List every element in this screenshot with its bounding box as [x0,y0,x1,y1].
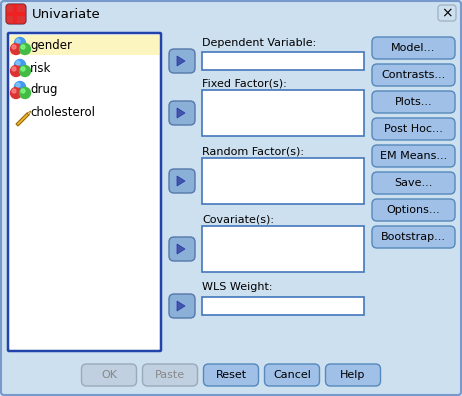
FancyBboxPatch shape [372,145,455,167]
FancyBboxPatch shape [169,294,195,318]
FancyBboxPatch shape [372,226,455,248]
Polygon shape [177,301,185,311]
Text: Options...: Options... [387,205,440,215]
Text: Paste: Paste [155,370,185,380]
Bar [10,35,159,55]
FancyBboxPatch shape [8,33,161,351]
Circle shape [16,39,20,43]
Circle shape [19,44,30,55]
Bar [1,1,461,28]
FancyBboxPatch shape [326,364,381,386]
Bar [202,226,364,272]
Polygon shape [177,244,185,254]
FancyBboxPatch shape [169,49,195,73]
Polygon shape [177,176,185,186]
Circle shape [19,65,30,76]
Text: ×: × [441,6,453,20]
Circle shape [19,88,30,99]
FancyBboxPatch shape [438,5,456,21]
Circle shape [21,45,25,49]
FancyBboxPatch shape [372,64,455,86]
Text: Covariate(s):: Covariate(s): [202,214,274,224]
Text: Cancel: Cancel [273,370,311,380]
Text: Dependent Variable:: Dependent Variable: [202,38,316,48]
Text: Help: Help [340,370,366,380]
FancyBboxPatch shape [142,364,197,386]
FancyBboxPatch shape [81,364,136,386]
FancyBboxPatch shape [372,199,455,221]
FancyBboxPatch shape [372,37,455,59]
Circle shape [12,45,16,49]
Text: Random Factor(s):: Random Factor(s): [202,146,304,156]
FancyBboxPatch shape [372,118,455,140]
Circle shape [12,67,16,71]
Text: OK: OK [101,370,117,380]
Circle shape [21,67,25,71]
FancyBboxPatch shape [6,4,26,24]
Circle shape [16,61,20,65]
Circle shape [11,65,22,76]
Text: Save...: Save... [394,178,433,188]
Circle shape [21,89,25,93]
Text: drug: drug [30,84,57,97]
Circle shape [16,83,20,87]
Text: risk: risk [30,61,51,74]
FancyBboxPatch shape [169,237,195,261]
Polygon shape [177,108,185,118]
Circle shape [14,82,25,93]
Bar [13,5,17,23]
Circle shape [11,88,22,99]
Text: Contrasts...: Contrasts... [381,70,446,80]
Text: Model...: Model... [391,43,436,53]
FancyBboxPatch shape [169,101,195,125]
Text: cholesterol: cholesterol [30,105,95,118]
Text: WLS Weight:: WLS Weight: [202,282,273,292]
FancyBboxPatch shape [169,169,195,193]
Text: Reset: Reset [215,370,247,380]
Bar [202,52,364,70]
Text: Plots...: Plots... [395,97,432,107]
Text: Univariate: Univariate [32,8,101,21]
FancyBboxPatch shape [203,364,259,386]
Text: Post Hoc...: Post Hoc... [384,124,443,134]
Bar [202,90,364,136]
Text: gender: gender [30,40,72,53]
Circle shape [12,89,16,93]
Bar [202,297,364,315]
Circle shape [11,44,22,55]
FancyBboxPatch shape [372,172,455,194]
Text: Bootstrap...: Bootstrap... [381,232,446,242]
Text: Fixed Factor(s):: Fixed Factor(s): [202,78,287,88]
Bar [202,158,364,204]
FancyBboxPatch shape [6,4,26,24]
FancyBboxPatch shape [265,364,320,386]
Polygon shape [177,56,185,66]
Polygon shape [16,113,29,126]
FancyBboxPatch shape [372,91,455,113]
Polygon shape [27,111,31,115]
Circle shape [14,59,25,70]
Circle shape [14,38,25,48]
Bar [7,12,25,16]
Text: EM Means...: EM Means... [380,151,447,161]
